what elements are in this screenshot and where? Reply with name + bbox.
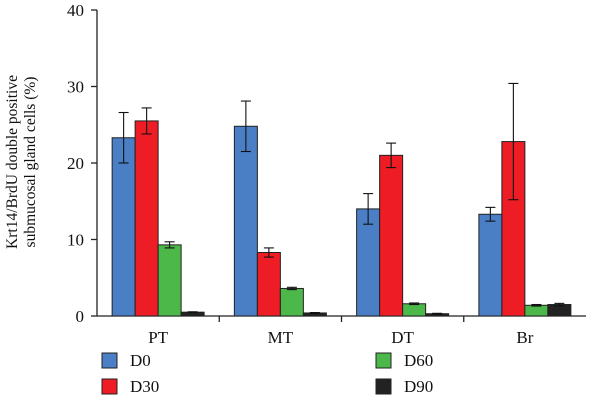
plot-area: 0 10 20 30 40 PT MT DT Br <box>67 1 586 347</box>
bar-d60-mt <box>279 287 304 317</box>
bar-d30-pt <box>134 120 159 317</box>
y-tick-label: 30 <box>67 78 84 97</box>
bar-d0-br <box>478 213 503 317</box>
legend-item-d30: D30 <box>101 377 159 396</box>
bar-d60-br <box>524 304 549 317</box>
y-tick-label: 0 <box>76 307 85 326</box>
bar-d60-dt <box>402 303 427 317</box>
legend-swatch-d60 <box>375 352 392 369</box>
y-axis-label-line1: Krt14/BrdU double positive <box>4 75 21 249</box>
y-axis-label-line2: submucosal gland cells (%) <box>22 77 39 248</box>
x-tick-label-br: Br <box>516 328 533 347</box>
legend-label-d30: D30 <box>130 377 159 396</box>
legend-label-d0: D0 <box>130 351 151 370</box>
legend-swatch-d90 <box>375 378 392 395</box>
y-axis-label: Krt14/BrdU double positive submucosal gl… <box>4 75 39 249</box>
bar-d60-pt <box>157 244 182 317</box>
x-tick-label-mt: MT <box>268 328 294 347</box>
y-tick-label: 20 <box>67 154 84 173</box>
bar-d90-br <box>547 304 572 317</box>
legend-label-d90: D90 <box>404 377 433 396</box>
bar-d0-mt <box>233 125 258 317</box>
legend-label-d60: D60 <box>404 351 433 370</box>
bar-d0-pt <box>111 137 136 317</box>
x-tick-label-dt: DT <box>391 328 414 347</box>
y-tick-label: 40 <box>67 1 84 20</box>
y-tick-label: 10 <box>67 231 84 250</box>
bar-d30-dt <box>379 154 404 317</box>
legend-swatch-d30 <box>101 378 118 395</box>
legend-item-d90: D90 <box>375 377 433 396</box>
x-tick-label-pt: PT <box>148 328 168 347</box>
legend-item-d60: D60 <box>375 351 433 370</box>
bar-d0-dt <box>356 208 381 317</box>
legend-item-d0: D0 <box>101 351 151 370</box>
bar-d30-mt <box>256 252 281 317</box>
legend-swatch-d0 <box>101 352 118 369</box>
legend: D0 D30 D60 D90 <box>101 351 433 396</box>
